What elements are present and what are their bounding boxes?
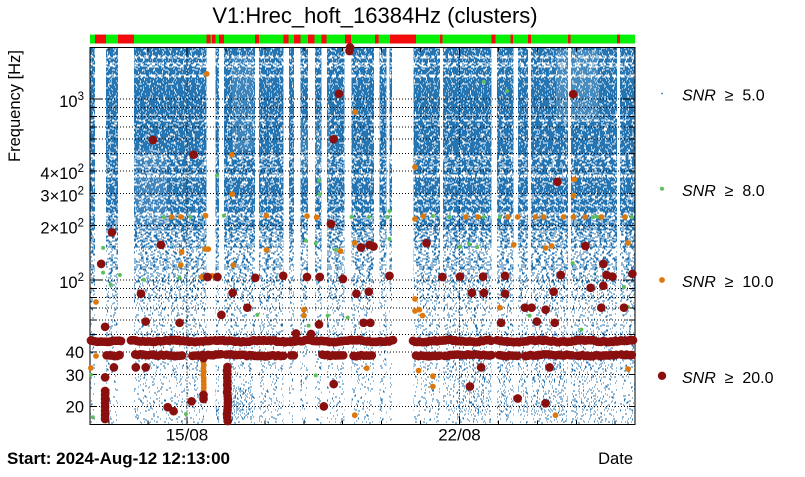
- svg-text:4×102: 4×102: [40, 163, 84, 183]
- svg-text:SNR ≥ 5.0: SNR ≥ 5.0: [682, 88, 765, 105]
- svg-text:3×102: 3×102: [40, 186, 84, 206]
- svg-text:Start: 2024-Aug-12 12:13:00: Start: 2024-Aug-12 12:13:00: [7, 449, 230, 468]
- svg-text:20: 20: [66, 399, 84, 417]
- svg-text:15/08: 15/08: [166, 426, 209, 445]
- svg-text:V1:Hrec_hoft_16384Hz (clusters: V1:Hrec_hoft_16384Hz (clusters): [212, 3, 537, 28]
- svg-text:Date: Date: [598, 450, 633, 468]
- svg-text:30: 30: [66, 367, 84, 385]
- svg-text:2×102: 2×102: [40, 218, 84, 238]
- svg-text:SNR ≥ 10.0: SNR ≥ 10.0: [682, 274, 774, 291]
- svg-text:22/08: 22/08: [438, 426, 481, 445]
- svg-text:Frequency [Hz]: Frequency [Hz]: [6, 50, 24, 162]
- svg-text:40: 40: [66, 344, 84, 362]
- svg-text:SNR ≥ 8.0: SNR ≥ 8.0: [682, 183, 765, 200]
- svg-text:SNR ≥ 20.0: SNR ≥ 20.0: [682, 370, 774, 387]
